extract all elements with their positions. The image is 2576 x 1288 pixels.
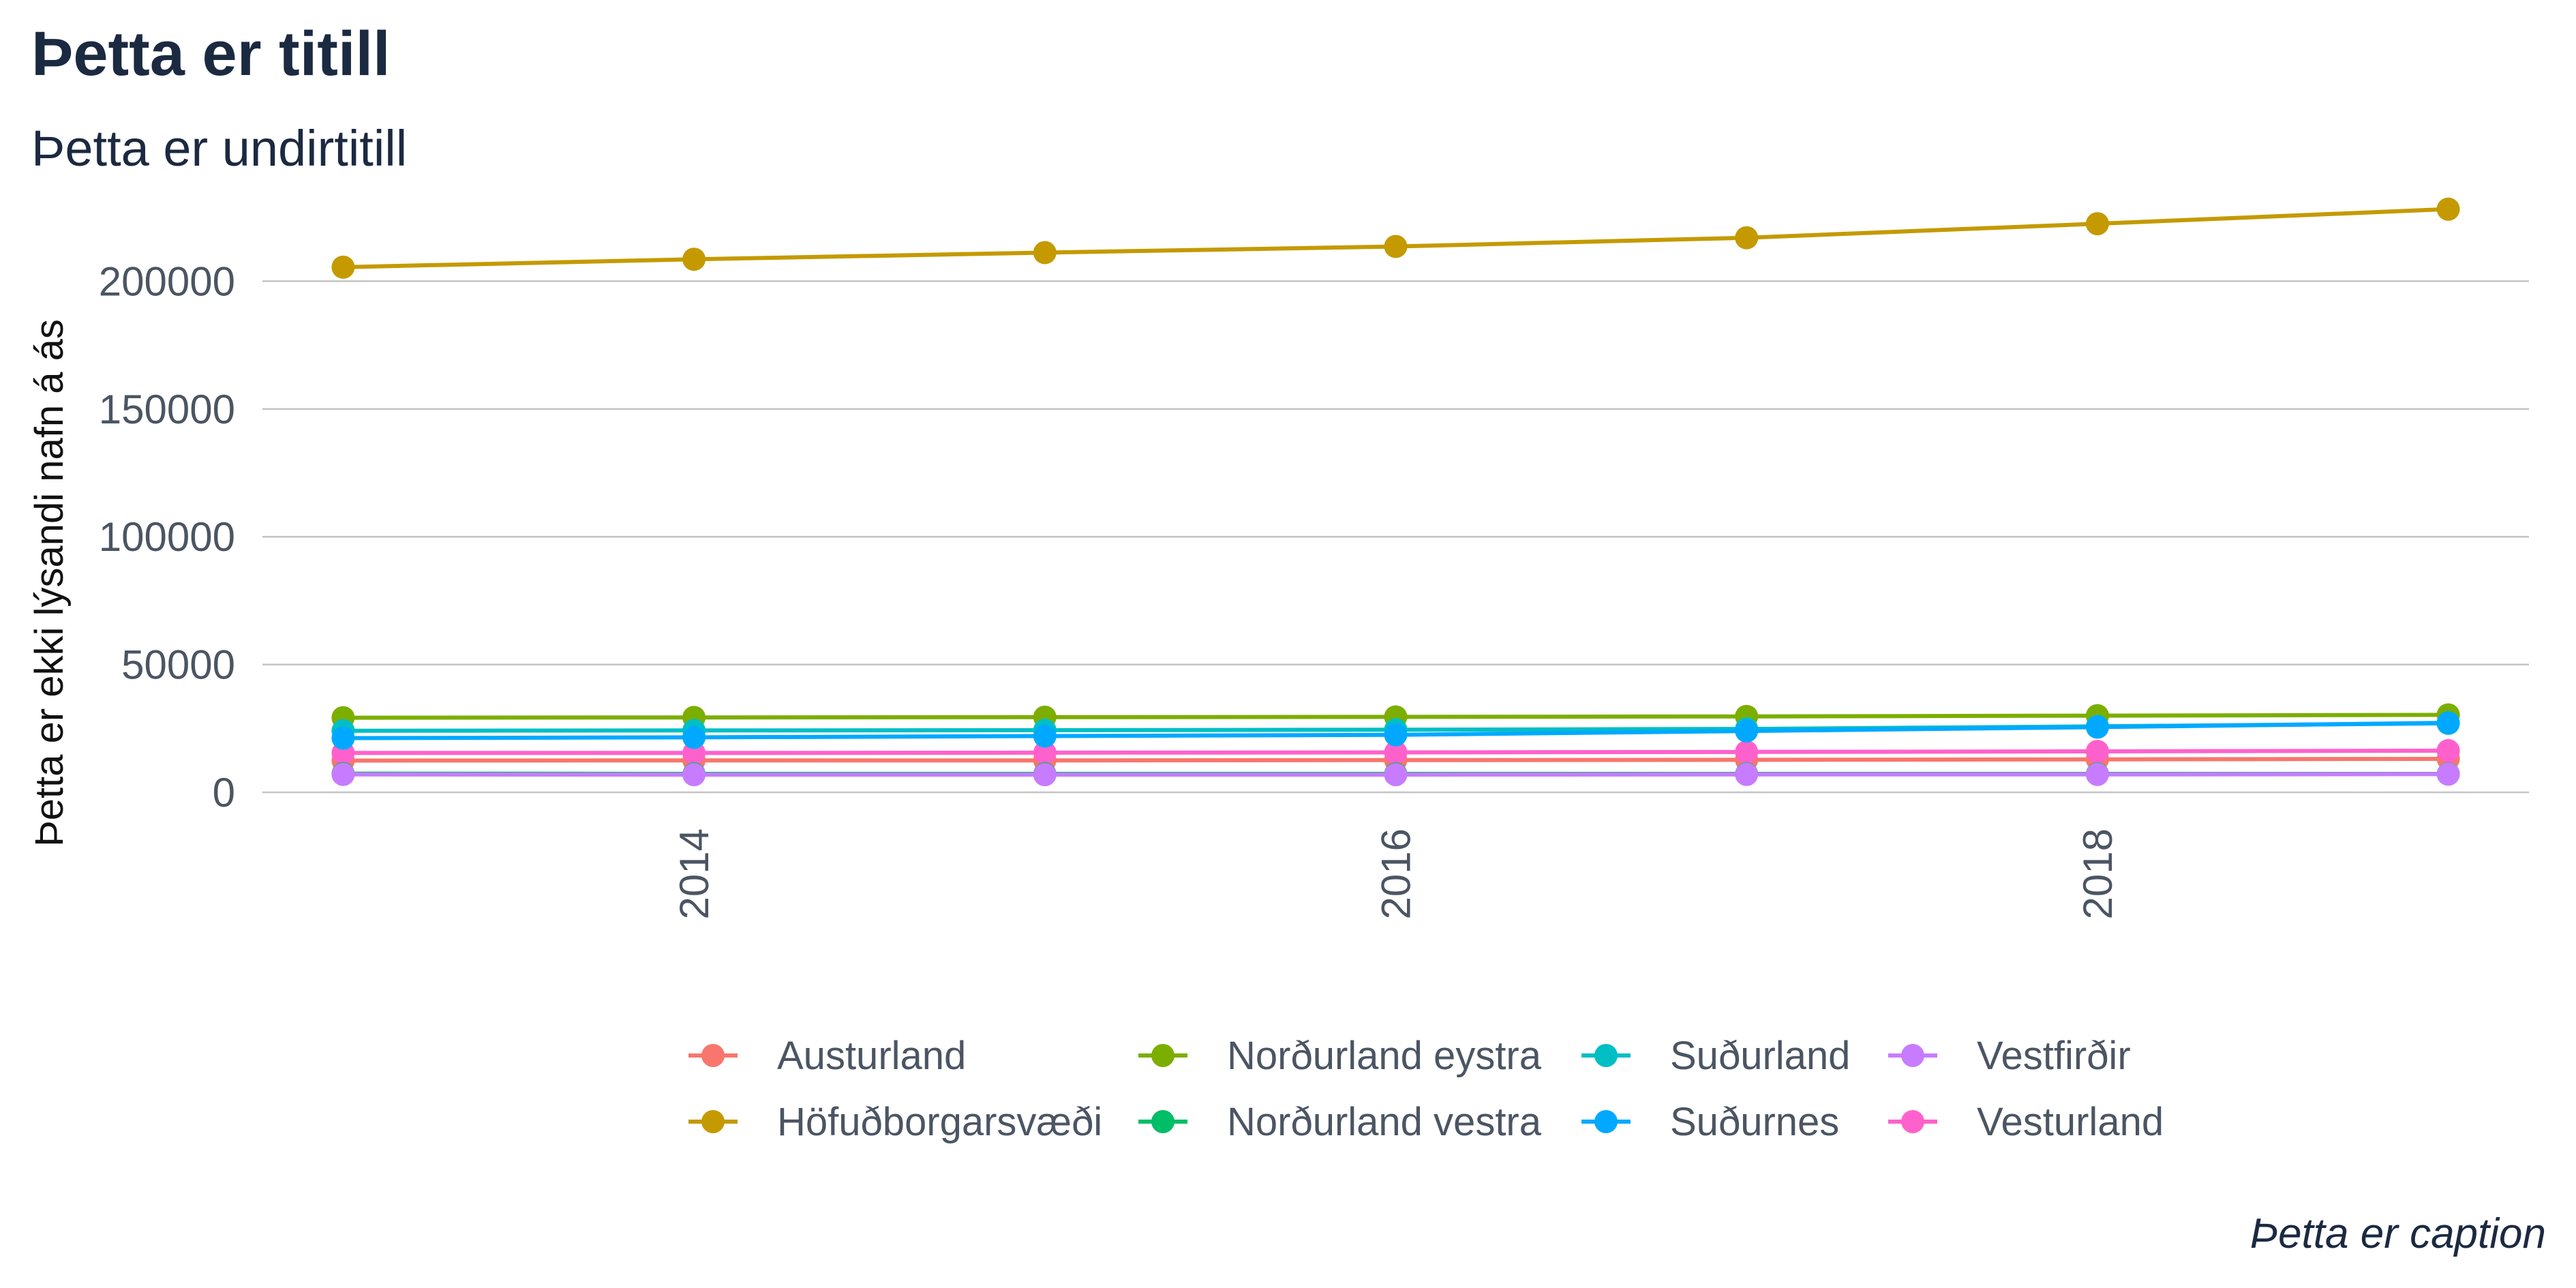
series-lines: [343, 207, 2449, 777]
series-points: [331, 197, 2460, 787]
legend-key-point: [1151, 1110, 1175, 1133]
legend-label-austurland: Austurland: [777, 1034, 966, 1078]
legend: Austurland Höfuðborgarsvæði Norðurland eys…: [688, 1034, 2164, 1144]
data-point-hofudborgarsvaedi: [2436, 197, 2460, 221]
chart-caption: Þetta er caption: [2250, 1210, 2546, 1257]
legend-key-point: [1901, 1044, 1924, 1067]
legend-label-vesturland: Vesturland: [1977, 1100, 2164, 1144]
chart-subtitle: Þetta er undirtitill: [31, 120, 407, 177]
y-tick-label: 0: [213, 770, 235, 815]
data-point-vestfirdir: [682, 763, 706, 787]
legend-key-point: [1151, 1044, 1175, 1067]
legend-key-point: [1901, 1110, 1924, 1133]
gridlines: [262, 280, 2529, 794]
y-axis-label: Þetta er ekki lýsandi nafn á ás: [27, 319, 72, 847]
y-tick-label: 50000: [121, 642, 235, 688]
data-point-vestfirdir: [1735, 762, 1759, 786]
data-point-sudurnes: [331, 726, 355, 750]
data-point-sudurnes: [1033, 724, 1057, 748]
data-point-vestfirdir: [1384, 763, 1408, 787]
legend-label-vestfirdir: Vestfirðir: [1977, 1034, 2131, 1078]
y-axis-ticks: 0 50000 100000 150000 200000: [99, 258, 235, 815]
chart-title: Þetta er titill: [31, 19, 391, 89]
legend-label-nordurland-eystra: Norðurland eystra: [1227, 1034, 1542, 1078]
data-point-vestfirdir: [1033, 763, 1057, 787]
legend-key-point: [701, 1044, 725, 1067]
data-point-vesturland: [1735, 740, 1759, 764]
data-point-sudurnes: [2436, 711, 2460, 735]
data-point-hofudborgarsvaedi: [331, 255, 355, 279]
data-point-hofudborgarsvaedi: [682, 248, 706, 271]
data-point-hofudborgarsvaedi: [1033, 241, 1057, 265]
legend-key-point: [701, 1110, 725, 1133]
data-point-vesturland: [1033, 740, 1057, 764]
data-point-vestfirdir: [331, 762, 355, 786]
y-tick-label: 100000: [99, 514, 235, 560]
legend-key-point: [1594, 1110, 1618, 1133]
data-point-sudurnes: [1735, 719, 1759, 743]
x-tick-label: 2014: [671, 828, 717, 919]
legend-label-sudurnes: Suðurnes: [1670, 1100, 1839, 1144]
data-point-vesturland: [2436, 738, 2460, 762]
x-tick-label: 2018: [2075, 828, 2121, 919]
data-point-vestfirdir: [2085, 762, 2109, 786]
data-point-vesturland: [2085, 740, 2109, 764]
x-tick-label: 2016: [1374, 828, 1419, 919]
x-axis-ticks: 2014 2016 2018: [671, 828, 2121, 919]
y-tick-label: 200000: [99, 258, 235, 304]
data-point-sudurnes: [1384, 723, 1408, 747]
legend-key-point: [1594, 1044, 1618, 1067]
data-point-sudurnes: [2085, 715, 2109, 739]
legend-label-hofudborgarsvaedi: Höfuðborgarsvæði: [777, 1100, 1102, 1144]
legend-label-sudurland: Suðurland: [1670, 1034, 1850, 1078]
data-point-hofudborgarsvaedi: [1384, 235, 1408, 258]
y-tick-label: 150000: [99, 387, 235, 432]
legend-label-nordurland-vestra: Norðurland vestra: [1227, 1100, 1542, 1144]
data-point-hofudborgarsvaedi: [2085, 212, 2109, 236]
data-point-sudurnes: [682, 725, 706, 749]
data-point-hofudborgarsvaedi: [1735, 226, 1759, 250]
data-point-vestfirdir: [2436, 762, 2460, 786]
data-point-vesturland: [1384, 740, 1408, 764]
